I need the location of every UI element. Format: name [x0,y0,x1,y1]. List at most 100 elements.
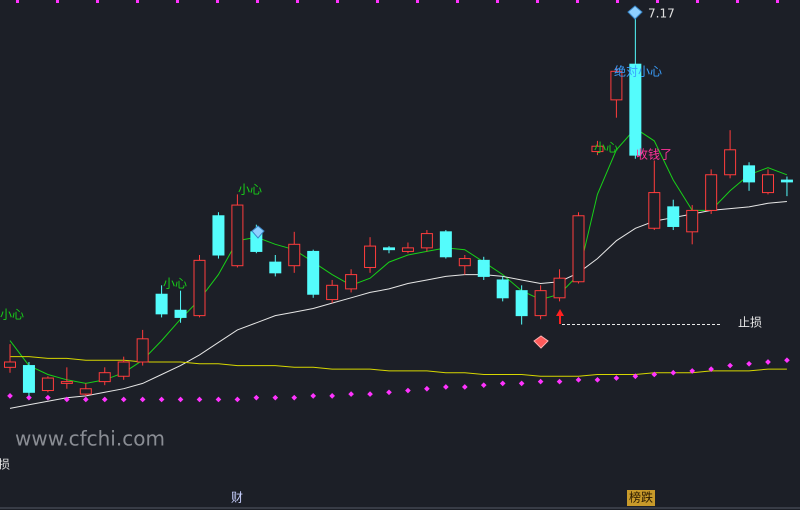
candle-body [667,206,680,227]
candle-body [724,149,737,176]
indicator-dot [613,375,620,381]
indicator-dot [26,394,32,401]
candle-body [79,388,92,395]
candle-body [705,174,718,211]
candle-body [553,277,566,299]
indicator-dot [272,394,279,401]
indicator-dot [689,368,696,374]
candle-body [458,258,471,267]
annotation: 绝对小心 [614,64,662,79]
indicator-dot [386,389,392,396]
diamond-icon [251,225,265,239]
candle-body [155,293,168,315]
candle-body [420,233,433,249]
indicator-dot [253,394,260,401]
label-badge [627,490,655,506]
candle-body [383,247,395,251]
indicator-dot [461,384,468,390]
indicator-dot [424,385,430,392]
indicator-dot [82,396,89,403]
indicator-dot [765,359,771,365]
indicator-dot [632,373,639,380]
indicator-dot [480,382,487,389]
candle-body [269,261,282,274]
indicator-dot [405,387,411,394]
candle-body [572,215,585,283]
candle-body [439,231,452,258]
indicator-dot [120,396,127,403]
candle-body [117,361,130,377]
candle-body [60,381,73,384]
candle-body [648,192,661,229]
candle-body [401,247,414,252]
annotation: 小心 [594,141,618,155]
candle-body [193,259,206,317]
candle-body [629,63,642,156]
up-arrow [556,309,564,324]
indicator-dot [64,396,70,403]
indicator-dot [499,380,506,387]
candle-body [288,243,301,267]
indicator-dot [139,396,146,403]
indicator-dot [594,376,601,383]
indicator-dot [367,391,373,397]
indicator-dot [196,396,203,403]
candle-body [136,338,149,363]
indicator-dot [556,378,563,385]
indicator-dot [443,384,449,390]
watermark: www.cfchi.com [15,427,165,451]
candle-body [534,290,547,317]
annotation: 小心 [0,308,24,322]
annotation: 收钱了 [636,147,672,162]
indicator-dot [177,396,184,403]
candle-body [496,279,509,299]
candle-body [610,70,623,101]
indicator-dot [329,393,335,399]
indicator-dot [575,376,582,383]
max-price-label: 7.17 [648,7,675,21]
candle-body [326,284,339,301]
candle-body [22,365,35,393]
candle-body [364,245,377,268]
indicator-dot [651,371,658,378]
indicator-dot [518,380,525,387]
indicator-dot [727,362,733,369]
annotation: 小心 [163,277,187,291]
indicator-dot [234,396,241,403]
diamond-icon [533,335,549,349]
indicator-dot [348,391,354,397]
candle-body [212,215,225,256]
bottom-label: 财 [231,491,243,505]
top-dot-row [0,0,800,3]
indicator-dot [310,393,317,399]
edge-text: 损 [0,458,10,472]
bottom-label: 榜跌 [629,490,653,505]
candle-body [515,290,528,317]
candle-body [4,361,16,368]
indicator-dot [215,396,222,403]
candle-body [762,174,774,194]
annotation: 小心 [238,183,262,197]
indicator-dot [708,366,714,372]
candle-body [98,372,111,383]
indicator-dot [746,360,752,367]
indicator-dot [158,396,165,403]
candle-body [780,179,793,183]
stop-loss-label: 止损 [738,316,762,330]
candle-body [743,165,756,183]
candle-body [477,259,490,277]
diamond-icon [627,5,643,20]
candle-body [591,145,604,153]
indicator-dot [784,357,790,364]
candle-body [41,377,54,392]
indicator-dot [670,369,677,376]
candle-body [307,250,320,295]
candle-body [174,309,187,318]
indicator-dot [101,396,108,403]
indicator-dot [291,394,298,401]
candle-body [231,204,244,267]
plot-area [4,12,793,409]
